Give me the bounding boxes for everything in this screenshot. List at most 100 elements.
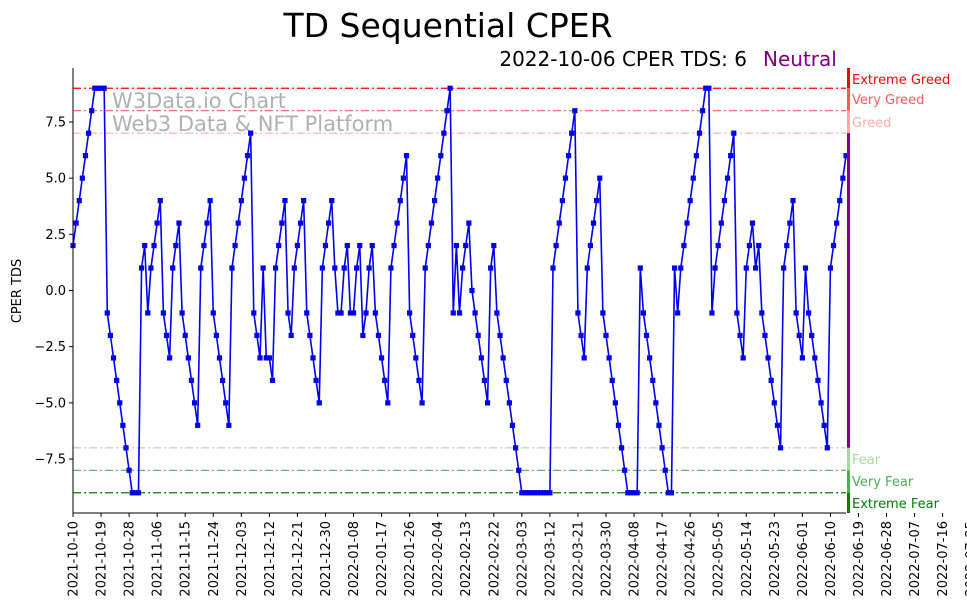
data-point: [456, 310, 463, 316]
data-point: [809, 332, 815, 339]
x-tick-label: 2022-03-30: [600, 521, 615, 597]
x-tick-label: 2022-06-10: [824, 521, 839, 597]
data-point: [213, 332, 219, 339]
x-tick-label: 2022-07-25: [964, 521, 967, 597]
data-point: [712, 265, 718, 271]
axes: −7.5 −5.0 −2.5 0.0 2.5 5.0 7.5 2021-10-10 2021-1…: [34, 68, 967, 597]
data-point: [132, 490, 138, 496]
y-tick-label: 0.0: [45, 284, 66, 299]
x-tick-label: 2022-04-08: [628, 521, 643, 597]
data-point: [248, 130, 254, 136]
data-point: [756, 242, 762, 249]
x-tick-label: 2022-04-17: [656, 521, 671, 597]
data-point: [397, 198, 403, 204]
data-point: [173, 242, 179, 249]
data-point: [419, 400, 425, 406]
data-point: [410, 332, 416, 339]
watermark-line-1: W3Data.io Chart: [112, 89, 286, 113]
data-point: [765, 355, 771, 361]
data-point: [391, 242, 397, 249]
data-point: [743, 265, 749, 271]
data-point: [818, 400, 824, 406]
y-tick-label: 5.0: [45, 172, 66, 187]
x-tick-label: 2021-12-12: [263, 521, 278, 597]
x-tick-label: 2022-07-07: [908, 521, 923, 597]
x-tick-label: 2021-11-15: [179, 521, 194, 597]
data-point: [322, 242, 329, 249]
data-point: [590, 220, 597, 226]
data-point: [466, 220, 472, 226]
data-point: [506, 400, 512, 406]
x-tick-label: 2022-03-21: [571, 521, 586, 597]
data-point: [768, 377, 774, 383]
data-point: [107, 332, 114, 339]
series-line: [72, 87, 847, 494]
data-point: [148, 265, 154, 271]
data-point: [840, 175, 846, 181]
data-point: [724, 175, 731, 181]
x-tick-label: 2021-10-10: [67, 521, 82, 597]
x-tick-label: 2022-03-12: [543, 521, 558, 597]
data-point: [366, 265, 372, 271]
y-tick-label: −5.0: [34, 396, 66, 411]
data-point: [534, 490, 541, 496]
x-tick-label: 2022-06-19: [852, 521, 867, 597]
data-point: [522, 490, 528, 496]
data-point: [734, 310, 740, 316]
data-point: [575, 310, 581, 316]
data-point: [185, 355, 191, 361]
data-point: [145, 310, 151, 316]
data-point: [385, 400, 391, 406]
data-point: [509, 422, 516, 428]
data-point: [450, 310, 456, 316]
data-point: [821, 422, 827, 428]
data-point: [235, 220, 241, 226]
data-point: [179, 310, 185, 316]
chart-subtitle: 2022-10-06 CPER TDS: 6: [499, 47, 747, 71]
data-point: [731, 130, 737, 136]
data-point: [469, 287, 475, 294]
data-point: [606, 355, 612, 361]
data-point: [167, 355, 173, 361]
data-point: [746, 242, 752, 249]
data-point: [263, 355, 269, 361]
data-point: [659, 445, 665, 451]
data-point: [703, 85, 709, 91]
data-point: [728, 153, 734, 159]
sidebar-segment: [847, 68, 850, 89]
x-tick-label: 2021-12-30: [319, 521, 334, 597]
data-point: [581, 355, 587, 361]
data-point: [587, 242, 594, 249]
data-point: [232, 242, 238, 249]
data-point: [578, 332, 584, 339]
data-point: [475, 332, 481, 339]
data-point: [117, 400, 123, 406]
data-point: [341, 265, 347, 271]
data-point: [95, 85, 101, 91]
zone-label-very-greed: Very Greed: [852, 93, 924, 108]
data-point: [282, 198, 288, 204]
data-point: [347, 310, 354, 316]
data-point: [693, 153, 699, 159]
data-point: [241, 175, 248, 181]
data-point: [223, 400, 229, 406]
y-tick-label: −7.5: [34, 453, 66, 468]
zone-label-greed: Greed: [852, 116, 891, 131]
data-point: [625, 490, 631, 496]
data-point: [447, 85, 453, 91]
data-point: [285, 310, 291, 316]
data-point: [110, 355, 117, 361]
data-point: [210, 310, 216, 316]
x-tick-label: 2022-04-26: [684, 521, 699, 597]
data-point: [650, 377, 656, 383]
data-point: [787, 220, 793, 226]
data-point: [562, 175, 569, 181]
data-point: [291, 265, 297, 271]
data-point: [815, 377, 821, 383]
data-point: [612, 400, 618, 406]
data-point: [559, 198, 565, 204]
data-point: [481, 377, 488, 383]
data-point: [170, 265, 176, 271]
data-point: [204, 220, 210, 226]
